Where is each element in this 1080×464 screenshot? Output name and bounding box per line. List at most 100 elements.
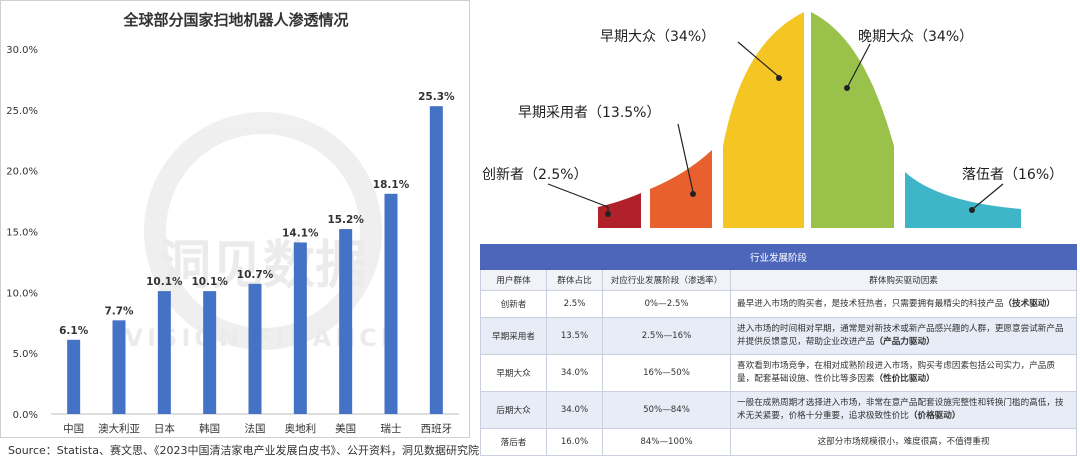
bar-value-label: 25.3% [418,91,455,103]
cell-desc: 一般在成熟周期才选择进入市场，非常在意产品配套设施完整性和转换门槛的高低，技术无… [729,391,1078,429]
bar [112,320,126,414]
header-group: 用户群体 [480,269,547,291]
stage-table: 行业发展阶段 用户群体 群体占比 对应行业发展阶段（渗透率） 群体购买驱动因素 … [479,244,1078,456]
segment-late-majority [811,12,894,228]
leader-innovators [547,183,609,212]
x-tick-label: 西班牙 [421,423,453,435]
cell-stage: 2.5%—16% [602,317,731,355]
table-row: 落后者 16.0% 84%—100% 这部分市场规模很小，难度很高，不值得重视 [480,428,1078,456]
bar [67,339,81,414]
leader-laggards [973,183,1004,209]
table-row: 后期大众 34.0% 50%—84% 一般在成熟周期才选择进入市场，非常在意产品… [480,391,1078,429]
label-late-majority: 晚期大众（34%） [858,29,973,45]
leader-early-majority [737,41,779,77]
cell-desc: 这部分市场规模很小，难度很高，不值得重视 [729,428,1078,456]
table-row: 早期采用者 13.5% 2.5%—16% 进入市场的时间相对早期，通常是对新技术… [480,317,1078,355]
cell-stage: 0%—2.5% [602,290,731,318]
y-tick-label: 20.0% [6,167,38,178]
x-tick-label: 中国 [63,422,84,435]
bar-series: 6.1% 中国 7.7% 澳大利亚 10.1% 日本 10.1% 韩国 10.7% 法国 14.1%… [59,91,455,435]
x-tick-label: 韩国 [199,422,220,435]
y-tick-label: 10.0% [6,288,38,299]
segment-early-majority [723,12,804,228]
leader-late-majority [847,43,871,87]
segment-laggards [905,172,1021,228]
cell-stage: 84%—100% [602,428,731,456]
x-tick-label: 美国 [335,422,356,435]
table-row: 早期大众 34.0% 16%—50% 喜欢看到市场竞争，在相对成熟阶段进入市场，… [480,354,1078,392]
leader-early-adopters [677,123,694,193]
desc-driver: （价格驱动） [908,411,961,421]
y-tick-label: 30.0% [6,45,38,56]
cell-share: 16.0% [546,428,603,456]
table-title: 行业发展阶段 [479,244,1078,270]
desc-text: 进入市场的时间相对早期，通常是对新技术或新产品感兴趣的人群，更愿意尝试新产品并提… [737,324,1064,347]
bar [429,106,443,414]
header-share: 群体占比 [546,269,603,291]
x-tick-label: 日本 [154,422,175,435]
cell-share: 2.5% [546,290,603,318]
desc-text: 一般在成熟周期才选择进入市场，非常在意产品配套设施完整性和转换门槛的高低，技术无… [737,398,1064,421]
adoption-panel: 早期大众（34%） 晚期大众（34%） 早期采用者（13.5%） 创新者（2.5… [478,4,1078,456]
cell-desc: 喜欢看到市场竞争，在相对成熟阶段进入市场，购买考虑因素包括公司实力，产品质量，配… [729,354,1078,392]
y-tick-label: 5.0% [13,349,38,360]
cell-group: 早期采用者 [480,317,547,355]
label-laggards: 落伍者（16%） [962,167,1063,183]
table-row: 创新者 2.5% 0%—2.5% 最早进入市场的购买者，是技术狂热者，只需要拥有… [480,290,1078,318]
y-tick-label: 25.0% [6,106,38,117]
cell-group: 创新者 [480,290,547,318]
header-driver: 群体购买驱动因素 [729,269,1078,291]
bar [339,229,353,414]
bar [384,193,398,414]
bar-value-label: 10.1% [191,276,228,288]
x-tick-label: 奥地利 [285,422,317,435]
bar-chart: 洞见数据 VISION FINANCE 全球部分国家扫地机器人渗透情况 0.0%… [6,11,459,435]
bar-chart-panel: 洞见数据 VISION FINANCE 全球部分国家扫地机器人渗透情况 0.0%… [0,0,470,438]
cell-desc: 进入市场的时间相对早期，通常是对新技术或新产品感兴趣的人群，更愿意尝试新产品并提… [729,317,1078,355]
segment-early-adopters [650,150,712,228]
watermark-cn-text: 洞见数据 [159,236,367,296]
label-early-majority: 早期大众（34%） [600,29,715,45]
source-note: Source：Statista、赛文思、《2023中国清洁家电产业发展白皮书》、… [8,444,479,457]
bar-value-label: 10.7% [237,269,274,281]
cell-share: 34.0% [546,354,603,392]
cell-group: 落后者 [480,428,547,456]
x-tick-label: 法国 [245,422,266,435]
cell-desc: 最早进入市场的购买者，是技术狂热者，只需要拥有最精尖的科技产品（技术驱动） [729,290,1078,318]
cell-group: 后期大众 [480,391,547,429]
x-tick-label: 瑞士 [381,422,402,435]
x-tick-label: 澳大利亚 [98,422,140,435]
y-tick-label: 15.0% [6,228,38,239]
dot-innovators [605,211,611,217]
desc-text: 喜欢看到市场竞争，在相对成熟阶段进入市场，购买考虑因素包括公司实力，产品质量，配… [737,361,1055,384]
bar-value-label: 15.2% [327,214,364,226]
bar-value-label: 6.1% [59,325,89,337]
label-innovators: 创新者（2.5%） [482,167,588,183]
segment-innovators [598,193,641,228]
y-tick-label: 0.0% [13,410,38,421]
desc-text: 这部分市场规模很小，难度很高，不值得重视 [817,436,990,447]
header-stage: 对应行业发展阶段（渗透率） [602,269,731,291]
dot-late-majority [844,85,850,91]
cell-share: 13.5% [546,317,603,355]
bar [157,291,171,414]
desc-driver: （技术驱动） [1003,298,1055,309]
adoption-curve: 早期大众（34%） 晚期大众（34%） 早期采用者（13.5%） 创新者（2.5… [482,12,1063,228]
bar-value-label: 18.1% [373,179,410,191]
label-early-adopters: 早期采用者（13.5%） [518,105,660,121]
bar [248,283,262,414]
bar [203,291,217,414]
cell-group: 早期大众 [480,354,547,392]
dot-early-adopters [690,191,696,197]
table-header-row: 用户群体 群体占比 对应行业发展阶段（渗透率） 群体购买驱动因素 [480,269,1078,291]
bar-value-label: 7.7% [104,305,134,317]
y-axis: 0.0% 5.0% 10.0% 15.0% 20.0% 25.0% 30.0% [6,45,38,421]
desc-driver: （性价比驱动） [874,374,935,384]
cell-stage: 16%—50% [602,354,731,392]
desc-text: 最早进入市场的购买者，是技术狂热者，只需要拥有最精尖的科技产品 [737,298,1004,309]
chart-title: 全球部分国家扫地机器人渗透情况 [122,11,348,29]
desc-driver: （产品力驱动） [874,337,935,347]
watermark-ring [144,112,382,350]
cell-stage: 50%—84% [602,391,731,429]
bar-value-label: 10.1% [146,276,183,288]
